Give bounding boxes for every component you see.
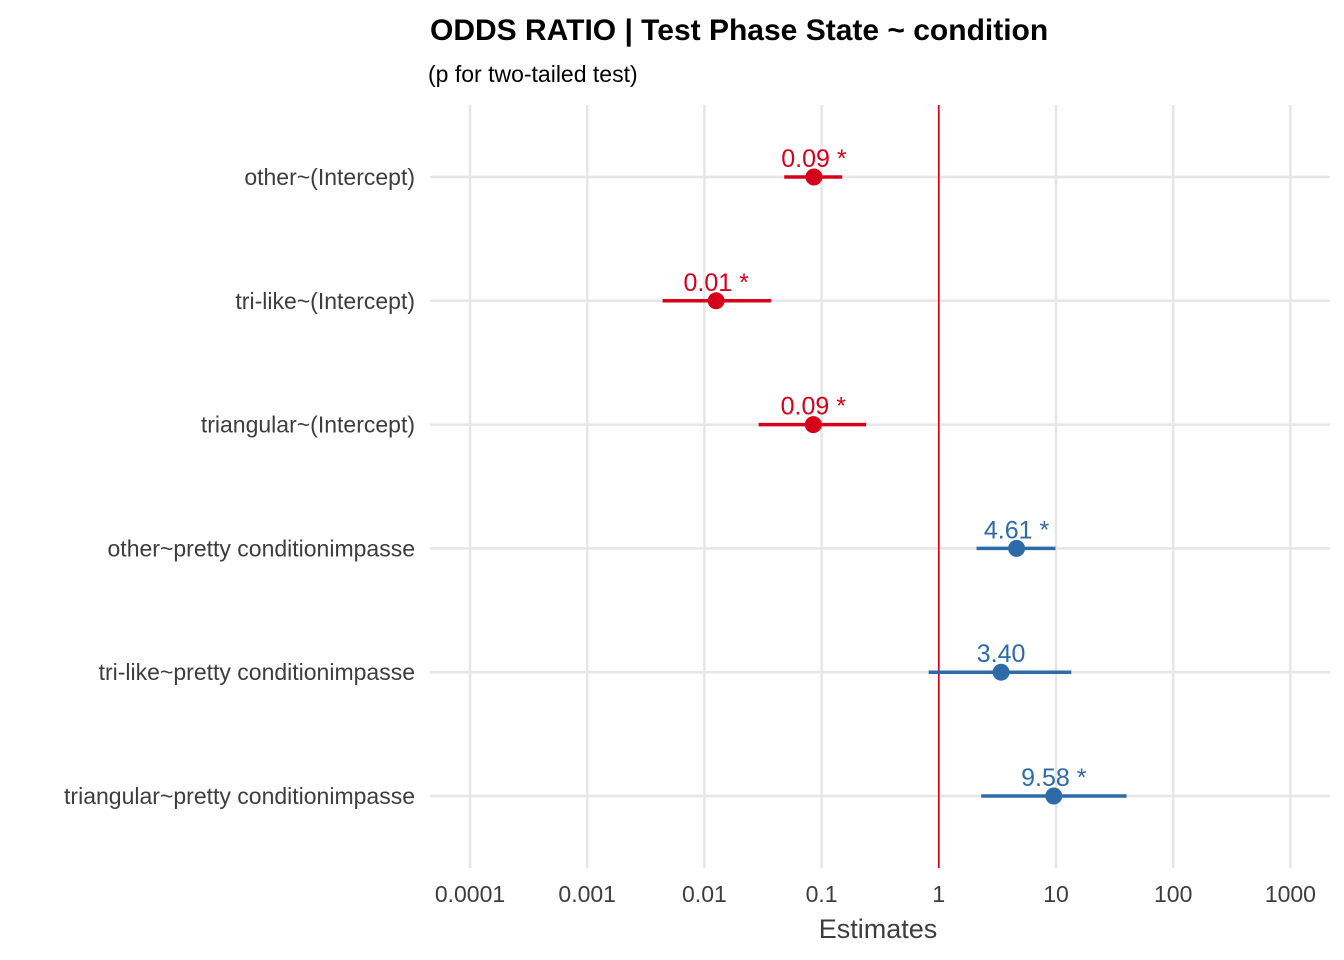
term-label: triangular~(Intercept) — [201, 412, 415, 438]
chart-title: ODDS RATIO | Test Phase State ~ conditio… — [430, 14, 1048, 47]
estimate-value-label: 9.58 * — [1021, 764, 1087, 792]
term-label: tri-like~(Intercept) — [235, 288, 415, 314]
x-tick-label: 100 — [1154, 881, 1192, 907]
chart-subtitle: (p for two-tailed test) — [428, 61, 638, 87]
x-tick-labels: 0.0001 0.001 0.01 0.1 1 10 100 1000 — [435, 881, 1316, 907]
estimate-point — [707, 292, 725, 310]
x-tick-label: 1 — [932, 881, 945, 907]
estimate-value-label: 4.61 * — [984, 516, 1050, 544]
horizontal-gridlines — [430, 175, 1330, 798]
estimate-point — [805, 168, 823, 186]
term-labels: other~(Intercept) tri-like~(Intercept) tri… — [64, 164, 415, 809]
term-label: other~pretty conditionimpasse — [108, 535, 415, 561]
estimate-value-label: 0.01 * — [683, 269, 749, 297]
estimate-point — [1008, 539, 1026, 557]
estimate-point — [992, 663, 1010, 681]
term-label: triangular~pretty conditionimpasse — [64, 783, 415, 809]
estimate-point — [1045, 787, 1063, 805]
x-tick-label: 10 — [1043, 881, 1069, 907]
estimate-value-label: 0.09 * — [781, 393, 847, 421]
x-tick-label: 0.1 — [806, 881, 838, 907]
estimate-point — [804, 416, 822, 434]
estimate-marks: 0.09 * 0.01 * 0.09 * 4.61 * 3.40 9.58 * — [662, 145, 1127, 805]
x-tick-label: 1000 — [1265, 881, 1316, 907]
x-tick-label: 0.001 — [558, 881, 616, 907]
estimate-value-label: 3.40 — [977, 640, 1026, 668]
vertical-gridlines — [468, 105, 1292, 868]
estimate-value-label: 0.09 * — [781, 145, 847, 173]
x-tick-label: 0.01 — [682, 881, 727, 907]
term-label: other~(Intercept) — [244, 164, 415, 190]
x-tick-label: 0.0001 — [435, 881, 505, 907]
x-axis-label: Estimates — [819, 914, 938, 944]
term-label: tri-like~pretty conditionimpasse — [99, 659, 415, 685]
